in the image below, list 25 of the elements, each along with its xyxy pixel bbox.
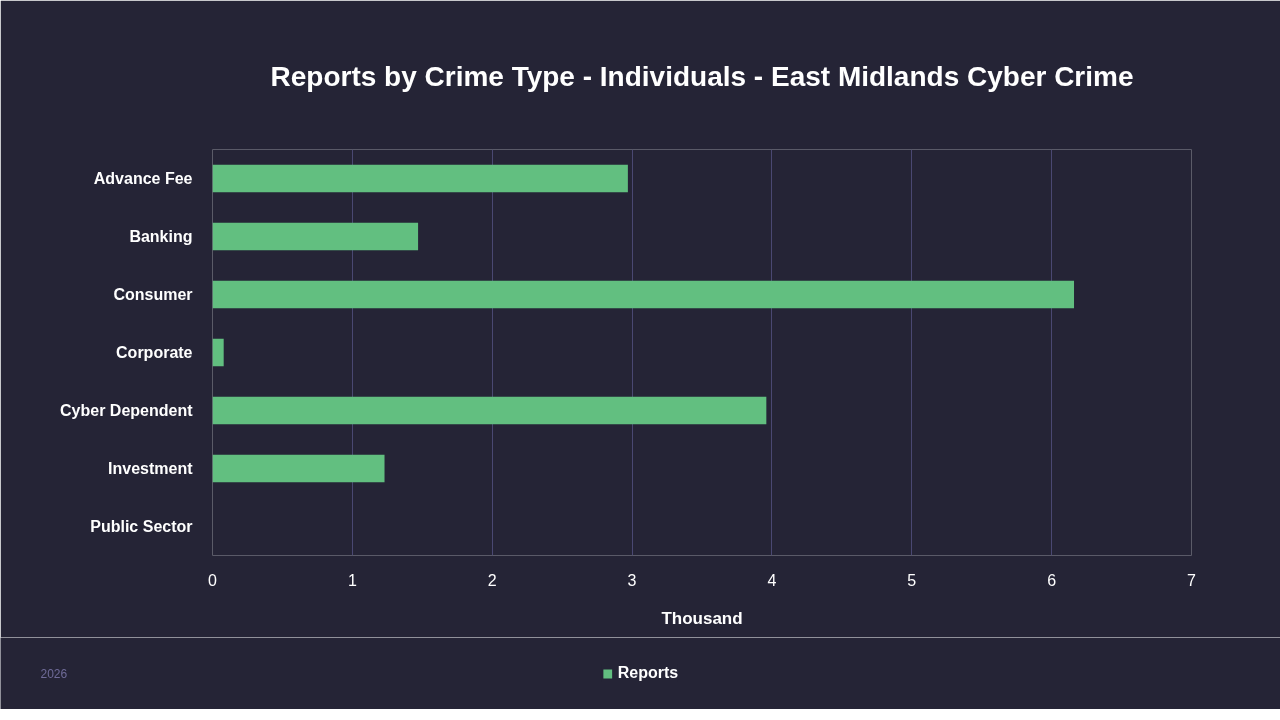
y-tick-label: Investment [108, 460, 194, 477]
x-tick-label: 2 [487, 571, 497, 589]
bar [212, 164, 628, 193]
y-tick-label: Public Sector [90, 518, 193, 535]
bar [212, 454, 385, 483]
chart-title: Reports by Crime Type - Individuals - East Midlands Cyber Crime [270, 60, 1134, 92]
text: 2026 [40, 667, 68, 681]
bar [212, 222, 419, 251]
y-tick-label: Corporate [116, 344, 193, 361]
y-tick-label: Consumer [113, 286, 193, 303]
x-axis-title: Thousand [661, 608, 743, 628]
bar [212, 338, 224, 367]
x-tick-label: 6 [1047, 571, 1057, 589]
legend-label: Reports [617, 664, 679, 682]
y-tick-label: Banking [129, 228, 193, 245]
x-tick-label: 7 [1187, 571, 1197, 589]
x-tick-label: 3 [627, 571, 637, 589]
bar [212, 396, 767, 425]
x-tick-label: 5 [907, 571, 917, 589]
bar [212, 280, 1075, 309]
x-tick-label: 0 [208, 571, 218, 589]
y-tick-label: Advance Fee [93, 170, 193, 187]
y-tick-label: Cyber Dependent [60, 402, 194, 419]
x-tick-label: 4 [767, 571, 777, 589]
x-tick-label: 1 [347, 571, 357, 589]
